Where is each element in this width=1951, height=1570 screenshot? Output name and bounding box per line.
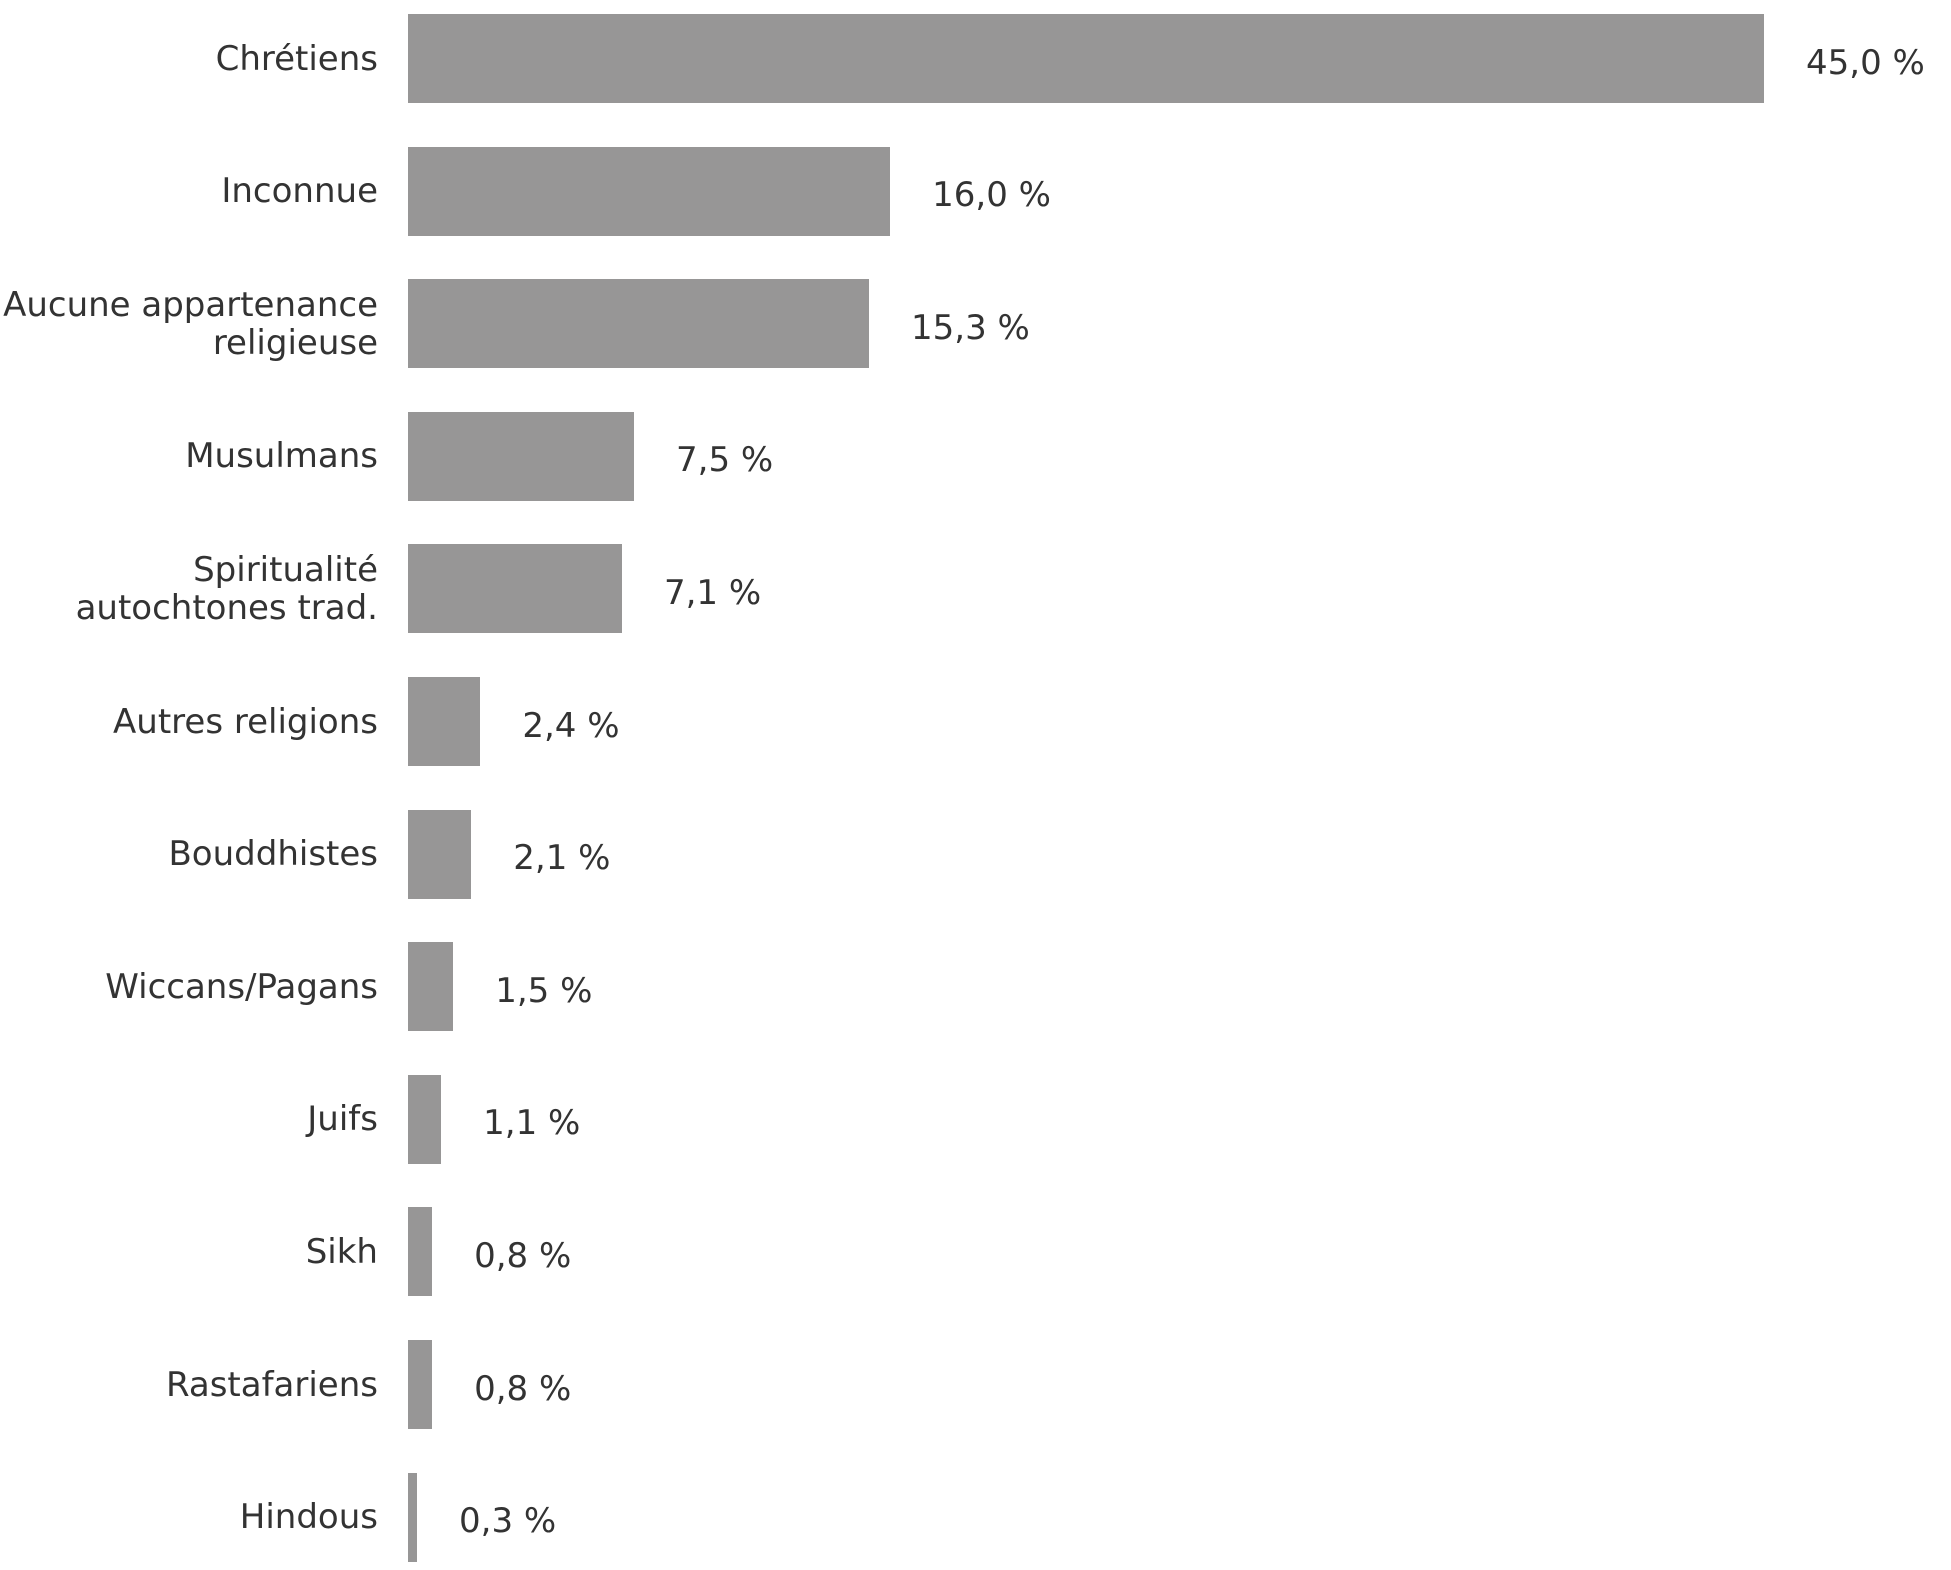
bar [408,809,472,899]
category-label: Bouddhistes [168,834,378,875]
value-label: 0,8 % [474,1235,572,1276]
value-label: 2,4 % [522,705,620,746]
value-label: 0,8 % [474,1368,572,1409]
value-label: 1,1 % [483,1103,581,1144]
bar [408,279,870,369]
category-label: Autres religions [113,701,378,742]
category-label: Hindous [239,1497,378,1538]
category-label: Spiritualité autochtones trad. [75,549,378,628]
category-label: Inconnue [221,171,378,212]
bar [408,146,891,236]
value-label: 0,3 % [459,1501,557,1542]
value-label: 7,1 % [663,572,762,613]
category-label: Rastafariens [165,1364,378,1405]
value-label: 16,0 % [932,175,1051,216]
value-label: 15,3 % [911,307,1030,348]
bar [408,411,634,501]
value-label: 7,5 % [676,440,774,481]
bar [408,677,481,766]
category-label: Chrétiens [215,38,378,79]
category-label: Aucune appartenance religieuse [3,284,378,363]
bar [408,942,454,1032]
bar [408,1074,442,1164]
category-label: Musulmans [185,436,378,477]
bar [408,14,1764,103]
bar [408,544,622,634]
value-label: 45,0 % [1806,42,1925,83]
category-label: Juifs [307,1099,378,1140]
bar [408,1472,418,1562]
value-label: 2,1 % [513,838,611,879]
category-label: Sikh [305,1231,378,1272]
value-label: 1,5 % [495,970,593,1011]
bar [408,1340,433,1429]
category-label: Wiccans/Pagans [105,966,378,1007]
bar [408,1207,433,1297]
